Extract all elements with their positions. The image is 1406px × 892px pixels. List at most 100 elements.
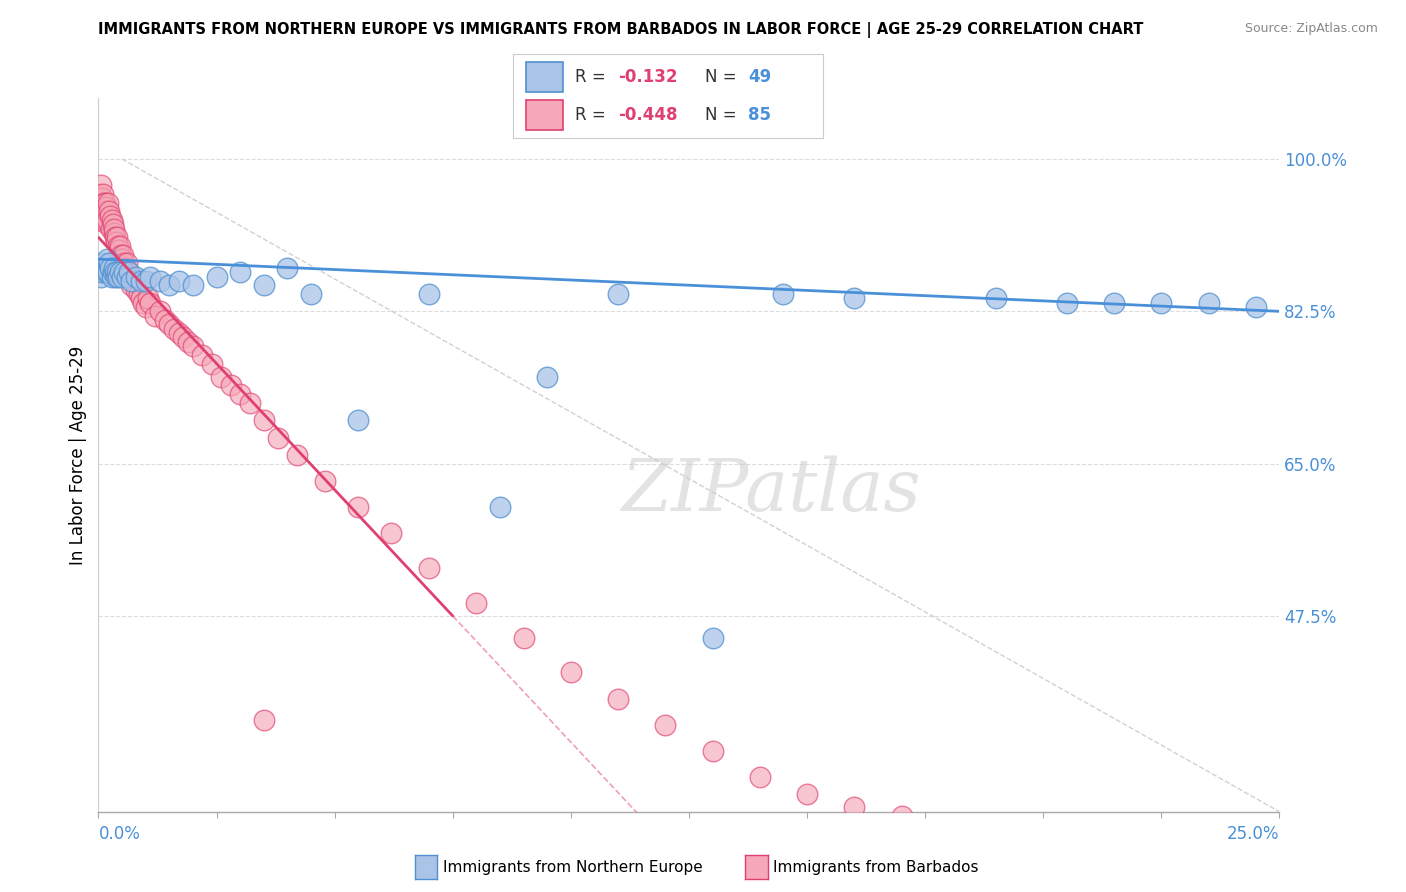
- Point: [1102, 295, 1125, 310]
- Point: [105, 230, 128, 244]
- Point: [118, 269, 141, 284]
- Point: [253, 714, 276, 728]
- Point: [100, 269, 122, 284]
- Point: [89, 186, 111, 201]
- Point: [91, 256, 114, 270]
- Point: [98, 260, 121, 275]
- Point: [1198, 295, 1220, 310]
- Text: R =: R =: [575, 106, 612, 124]
- Point: [91, 191, 114, 205]
- Point: [125, 269, 148, 284]
- Point: [181, 339, 204, 353]
- Point: [489, 500, 512, 515]
- Point: [536, 369, 558, 384]
- Point: [157, 318, 180, 332]
- Point: [110, 248, 132, 262]
- Point: [163, 322, 186, 336]
- Text: IMMIGRANTS FROM NORTHERN EUROPE VS IMMIGRANTS FROM BARBADOS IN LABOR FORCE | AGE: IMMIGRANTS FROM NORTHERN EUROPE VS IMMIG…: [98, 22, 1144, 38]
- Point: [121, 274, 143, 288]
- Point: [772, 287, 794, 301]
- Point: [105, 235, 128, 249]
- Point: [96, 252, 118, 266]
- Point: [285, 448, 308, 462]
- Point: [560, 665, 582, 680]
- Point: [90, 178, 112, 193]
- Point: [1150, 295, 1173, 310]
- Text: 25.0%: 25.0%: [1227, 825, 1279, 843]
- Point: [229, 387, 252, 401]
- Point: [139, 295, 162, 310]
- Point: [209, 369, 232, 384]
- Point: [128, 287, 150, 301]
- Text: -0.448: -0.448: [619, 106, 678, 124]
- Text: 0.0%: 0.0%: [98, 825, 141, 843]
- Point: [103, 221, 125, 235]
- Point: [97, 195, 120, 210]
- Point: [654, 717, 676, 731]
- Point: [796, 787, 818, 801]
- Point: [108, 265, 131, 279]
- Point: [347, 413, 370, 427]
- Point: [107, 269, 129, 284]
- Point: [89, 195, 111, 210]
- Point: [90, 204, 112, 219]
- Point: [219, 378, 242, 392]
- Point: [96, 213, 118, 227]
- Point: [101, 217, 124, 231]
- Point: [89, 213, 111, 227]
- Point: [607, 287, 630, 301]
- Text: N =: N =: [704, 68, 742, 86]
- Point: [105, 265, 128, 279]
- Point: [93, 204, 115, 219]
- Point: [111, 252, 134, 266]
- Text: N =: N =: [704, 106, 742, 124]
- Point: [90, 209, 112, 223]
- Point: [299, 287, 322, 301]
- Point: [253, 413, 276, 427]
- Point: [94, 195, 117, 210]
- Point: [100, 213, 122, 227]
- Point: [267, 430, 290, 444]
- Point: [111, 248, 134, 262]
- Point: [984, 826, 1007, 840]
- Point: [418, 287, 440, 301]
- Point: [101, 265, 124, 279]
- Point: [115, 256, 138, 270]
- Point: [465, 596, 488, 610]
- Point: [157, 278, 180, 293]
- Point: [1032, 835, 1054, 849]
- Point: [132, 295, 155, 310]
- Y-axis label: In Labor Force | Age 25-29: In Labor Force | Age 25-29: [69, 345, 87, 565]
- Point: [844, 291, 866, 305]
- Point: [108, 244, 131, 258]
- Point: [104, 230, 127, 244]
- Point: [702, 744, 724, 758]
- Point: [135, 300, 157, 314]
- Point: [112, 256, 135, 270]
- Point: [107, 239, 129, 253]
- Bar: [526, 100, 562, 130]
- Point: [103, 260, 125, 275]
- Point: [149, 274, 172, 288]
- Point: [380, 526, 402, 541]
- Point: [1244, 300, 1267, 314]
- Point: [111, 269, 134, 284]
- Point: [91, 265, 114, 279]
- Point: [129, 291, 152, 305]
- Point: [172, 330, 194, 344]
- Point: [191, 348, 214, 362]
- Point: [108, 239, 131, 253]
- Point: [143, 309, 166, 323]
- Point: [177, 334, 200, 349]
- Point: [100, 221, 122, 235]
- Point: [153, 313, 176, 327]
- Text: -0.132: -0.132: [619, 68, 678, 86]
- Point: [136, 291, 159, 305]
- Point: [890, 809, 912, 823]
- Point: [314, 474, 336, 488]
- Point: [201, 357, 224, 371]
- Point: [748, 770, 770, 784]
- Point: [98, 209, 121, 223]
- Point: [96, 204, 118, 219]
- Point: [139, 269, 162, 284]
